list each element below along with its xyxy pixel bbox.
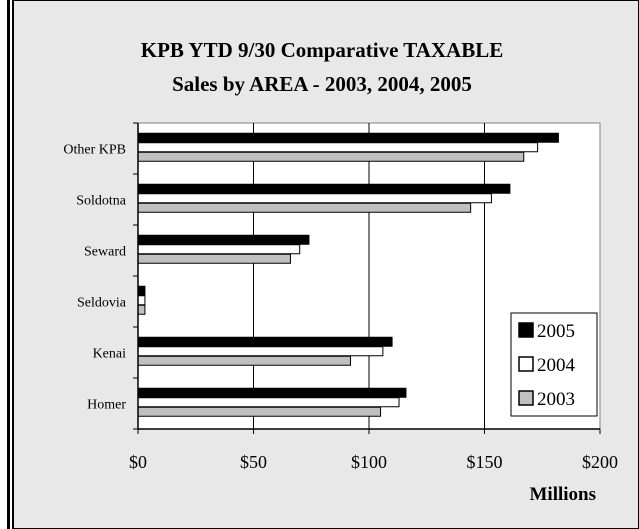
bar-other-kpb-2005 [137,132,559,143]
category-label-soldotna: Soldotna [76,194,127,209]
legend-label-2004: 2004 [537,355,576,376]
category-label-kenai: Kenai [93,347,127,362]
x-tick-label-4: $200 [582,452,618,472]
left-border [0,0,10,529]
category-label-other-kpb: Other KPB [63,143,126,158]
x-tick-label-2: $100 [351,452,387,472]
legend-label-2005: 2005 [537,321,575,342]
legend-swatch-2004 [518,356,534,372]
x-tick-label-0: $0 [129,452,147,472]
bar-seward-2004 [137,244,301,255]
legend: 2005 2004 2003 [510,312,598,417]
grid-lines [253,123,485,429]
bar-seldovia-2003 [137,304,146,315]
bar-seldovia-2004 [137,295,146,306]
legend-label-2003: 2003 [537,389,575,410]
x-tick-label-1: $50 [240,452,267,472]
chart-title: KPB YTD 9/30 Comparative TAXABLE [141,38,503,62]
bar-kenai-2003 [137,355,352,366]
category-label-seward: Seward [84,245,126,260]
bar-homer-2003 [137,406,382,417]
axes [133,122,601,434]
bar-homer-2004 [137,397,400,408]
legend-swatch-2003 [518,390,534,406]
labels: Other KPB Soldotna Seward Seldovia Kenai Home… [63,143,618,473]
bar-homer-2005 [137,387,407,398]
bars [137,132,559,417]
chart-subtitle: Sales by AREA - 2003, 2004, 2005 [172,72,472,96]
bar-kenai-2005 [137,336,393,347]
bar-soldotna-2004 [137,193,492,204]
bar-other-kpb-2003 [137,151,525,162]
bar-seward-2005 [137,234,310,245]
bar-seward-2003 [137,253,291,264]
legend-swatch-2005 [518,322,534,338]
category-label-homer: Homer [87,398,126,413]
bar-soldotna-2005 [137,183,511,194]
category-label-seldovia: Seldovia [77,296,127,311]
bar-seldovia-2005 [137,285,146,296]
bar-kenai-2004 [137,346,384,357]
bar-soldotna-2003 [137,202,472,213]
x-tick-label-3: $150 [467,452,503,472]
bar-other-kpb-2004 [137,142,539,153]
x-axis-title: Millions [529,484,596,505]
